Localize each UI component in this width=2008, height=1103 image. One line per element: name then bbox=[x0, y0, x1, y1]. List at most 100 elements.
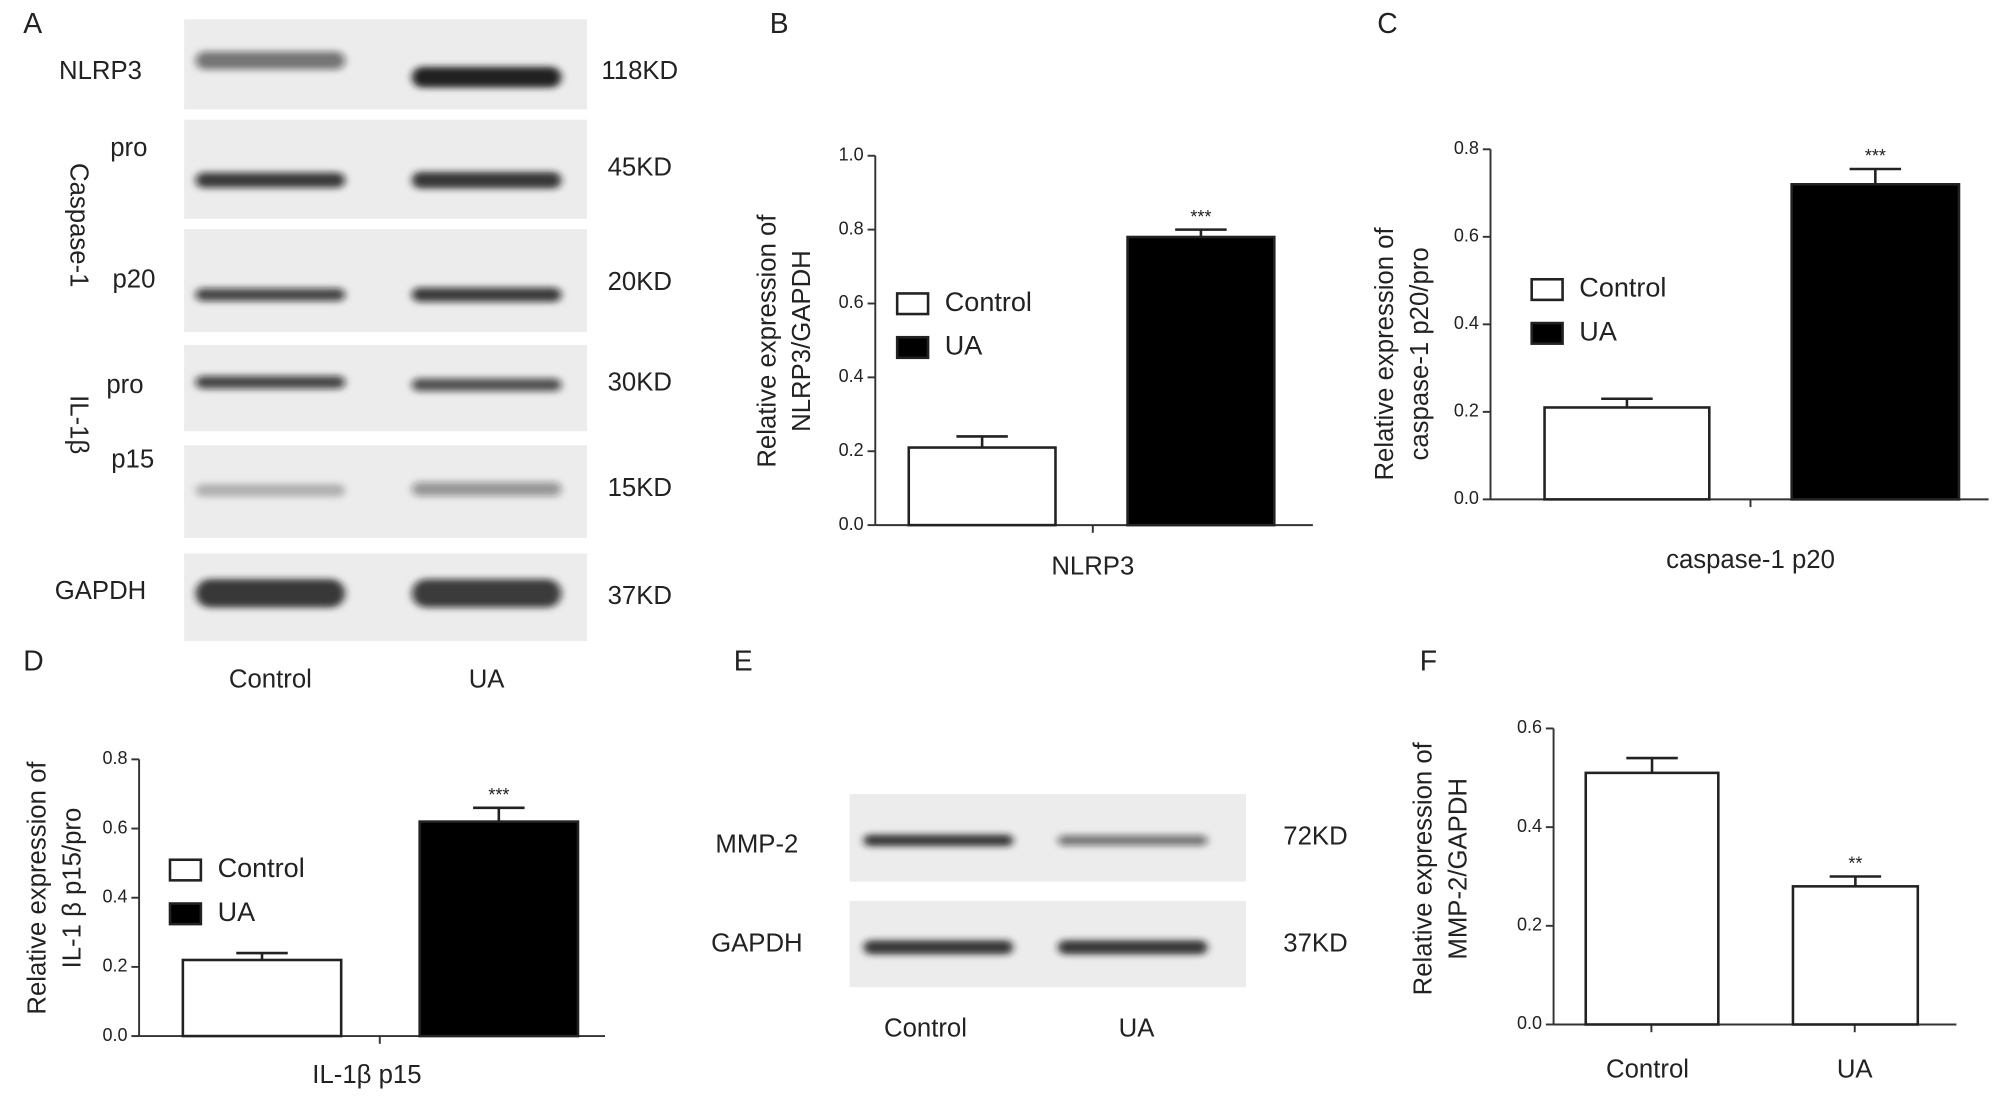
y-tick-label: 0.2 bbox=[102, 956, 127, 976]
legend-label: UA bbox=[218, 897, 256, 927]
size-label: 45KD bbox=[608, 153, 672, 181]
y-axis-label: caspase-1 p20/pro bbox=[1406, 247, 1434, 460]
y-tick-label: 0.6 bbox=[839, 292, 864, 312]
y-tick-label: 0.8 bbox=[102, 748, 127, 768]
bar bbox=[1584, 771, 1720, 1026]
size-label: 72KD bbox=[1283, 823, 1347, 851]
y-tick-label: 0.2 bbox=[1454, 401, 1479, 421]
band bbox=[411, 579, 562, 608]
x-tick-label: IL-1β p15 bbox=[312, 1061, 421, 1089]
panel-label: C bbox=[1377, 7, 1397, 39]
y-tick-label: 0.0 bbox=[839, 514, 864, 534]
y-tick-label: 0.2 bbox=[839, 440, 864, 460]
panel-label: F bbox=[1420, 644, 1437, 676]
significance: ** bbox=[1848, 854, 1862, 874]
significance: *** bbox=[1190, 207, 1211, 227]
band bbox=[411, 171, 562, 189]
size-label: 37KD bbox=[608, 582, 672, 610]
y-tick-label: 0.6 bbox=[1454, 226, 1479, 246]
size-label: 15KD bbox=[608, 474, 672, 502]
size-label: 30KD bbox=[608, 368, 672, 396]
panel-label: B bbox=[770, 7, 789, 39]
bar bbox=[1791, 885, 1920, 1026]
band bbox=[411, 66, 562, 88]
band bbox=[195, 51, 346, 70]
y-tick-label: 0.0 bbox=[1454, 488, 1479, 508]
significance: *** bbox=[488, 785, 509, 805]
row-label: GAPDH bbox=[55, 577, 147, 605]
y-tick-label: 0.4 bbox=[1517, 816, 1542, 836]
legend-swatch bbox=[1530, 278, 1564, 302]
legend-swatch bbox=[168, 858, 203, 882]
significance: *** bbox=[1865, 146, 1886, 166]
group-label: IL-1β bbox=[65, 395, 93, 454]
band bbox=[863, 834, 1014, 847]
y-tick-label: 0.4 bbox=[102, 886, 127, 906]
y-axis-label: MMP-2/GAPDH bbox=[1444, 778, 1472, 960]
band bbox=[411, 378, 562, 392]
panel-label: D bbox=[23, 644, 43, 676]
band bbox=[411, 287, 562, 302]
y-axis-label: Relative expression of bbox=[1371, 226, 1399, 480]
y-tick-label: 0.8 bbox=[1454, 138, 1479, 158]
y-tick-label: 0.4 bbox=[839, 366, 864, 386]
legend-label: Control bbox=[218, 853, 305, 883]
y-tick-label: 0.8 bbox=[839, 218, 864, 238]
band bbox=[411, 481, 562, 497]
lane-label: UA bbox=[1119, 1014, 1156, 1042]
row-label: GAPDH bbox=[711, 929, 803, 957]
band bbox=[195, 288, 346, 302]
blot-strip bbox=[184, 229, 587, 333]
bar bbox=[1543, 406, 1711, 501]
legend-label: UA bbox=[1579, 316, 1617, 346]
y-tick-label: 0.4 bbox=[1454, 313, 1479, 333]
size-label: 20KD bbox=[608, 268, 672, 296]
band bbox=[195, 483, 346, 497]
blot-strip bbox=[184, 119, 587, 219]
lane-label: Control bbox=[884, 1014, 967, 1042]
x-tick-label: UA bbox=[1837, 1056, 1874, 1084]
x-tick-label: Control bbox=[1606, 1056, 1689, 1084]
band bbox=[1058, 835, 1208, 846]
lane-label: UA bbox=[469, 666, 506, 694]
y-tick-label: 0.0 bbox=[1517, 1013, 1542, 1033]
legend-label: Control bbox=[945, 287, 1032, 317]
bar bbox=[907, 446, 1057, 527]
y-tick-label: 1.0 bbox=[839, 144, 864, 164]
panel-label: A bbox=[23, 7, 42, 39]
row-label: p15 bbox=[111, 446, 154, 474]
legend-swatch bbox=[895, 292, 930, 316]
bar bbox=[181, 958, 343, 1038]
row-label: pro bbox=[106, 371, 143, 399]
band bbox=[195, 375, 346, 389]
panel-label: E bbox=[734, 644, 753, 676]
legend-swatch bbox=[1530, 321, 1564, 345]
lane-label: Control bbox=[229, 666, 312, 694]
bar bbox=[418, 820, 580, 1038]
bar bbox=[1790, 183, 1961, 501]
y-axis-label: IL-1 β p15/pro bbox=[58, 808, 86, 969]
band bbox=[195, 172, 346, 188]
row-label: pro bbox=[110, 134, 147, 162]
band bbox=[863, 940, 1014, 955]
size-label: 118KD bbox=[601, 57, 678, 85]
band bbox=[195, 579, 346, 608]
y-axis-label: Relative expression of bbox=[1410, 741, 1438, 995]
y-tick-label: 0.6 bbox=[102, 817, 127, 837]
y-tick-label: 0.2 bbox=[1517, 915, 1542, 935]
legend-label: UA bbox=[945, 331, 983, 361]
x-tick-label: caspase-1 p20 bbox=[1666, 546, 1835, 574]
row-label: p20 bbox=[112, 265, 155, 293]
y-axis-label: Relative expression of bbox=[24, 761, 52, 1015]
legend-swatch bbox=[895, 335, 930, 360]
y-axis-label: Relative expression of bbox=[753, 214, 781, 468]
band bbox=[1058, 940, 1208, 955]
legend-swatch bbox=[168, 902, 203, 926]
size-label: 37KD bbox=[1283, 929, 1347, 957]
x-tick-label: NLRP3 bbox=[1051, 552, 1134, 580]
row-label: NLRP3 bbox=[59, 57, 142, 85]
bar bbox=[1126, 235, 1276, 527]
y-tick-label: 0.0 bbox=[102, 1025, 127, 1045]
